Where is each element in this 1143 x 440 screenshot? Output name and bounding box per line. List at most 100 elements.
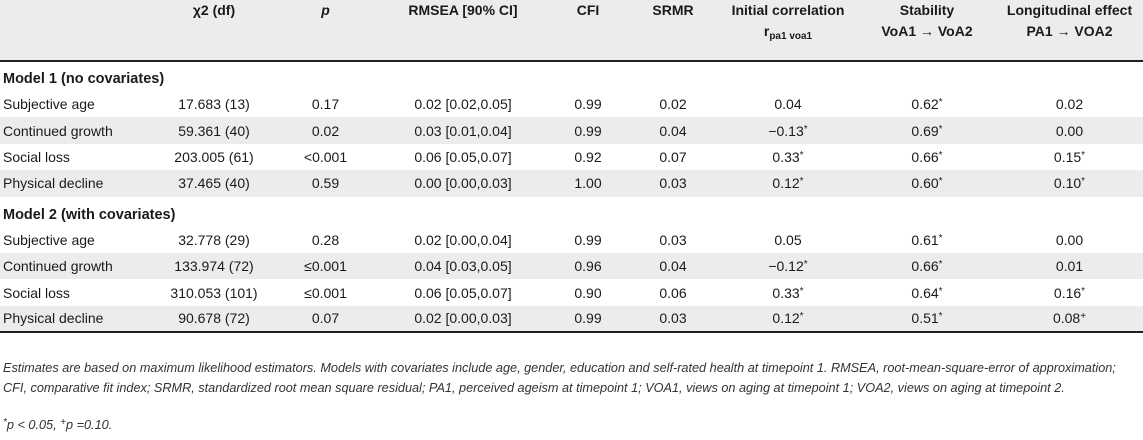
header-stability-line1: Stability — [899, 2, 955, 18]
cell-rmsea: 0.00 [0.00,0.03] — [378, 170, 548, 197]
significance-text-1: p < 0.05, — [6, 418, 61, 432]
significance-mark: * — [938, 285, 943, 297]
value: 0.08 — [1052, 310, 1081, 327]
cell-chi2: 59.361 (40) — [155, 117, 273, 144]
significance-mark: * — [938, 259, 943, 271]
cell-longitudinal-effect: 0.08+ — [996, 305, 1143, 334]
cell-initial-correlation: 0.12* — [718, 305, 858, 334]
significance-legend: *p < 0.05, +p =0.10. — [3, 417, 112, 432]
table-row: Continued growth 133.974 (72) ≤0.001 0.0… — [0, 252, 1143, 280]
cell-srmr: 0.02 — [659, 96, 687, 113]
header-initial-correlation-line2: rpa1 voa1 — [718, 21, 858, 47]
cell-longitudinal-effect: 0.02 — [996, 91, 1143, 117]
cell-p: 0.59 — [273, 170, 378, 197]
value: 0.12 — [772, 175, 800, 192]
cell-initial-correlation: 0.12* — [718, 170, 858, 197]
cell-cfi: 0.90 — [574, 284, 602, 301]
value: 0.69 — [911, 122, 939, 139]
header-stability-line2: VoA1 → VoA2 — [881, 23, 973, 39]
table-row: Social loss 310.053 (101) ≤0.001 0.06 [0… — [0, 279, 1143, 305]
cell-rmsea: 0.02 [0.00,0.03] — [378, 305, 548, 334]
cell-p: 0.17 — [311, 96, 340, 113]
cell-cfi: 0.99 — [548, 117, 628, 144]
cell-initial-correlation: 0.04 — [718, 91, 858, 117]
table-row: Subjective age 17.683 (13) 0.17 0.02 [0.… — [0, 91, 1143, 117]
significance-mark: * — [1081, 176, 1086, 188]
table-row: Subjective age 32.778 (29) 0.28 0.02 [0.… — [0, 227, 1143, 253]
cell-initial-correlation: −0.12* — [718, 252, 858, 280]
cell-chi2: 133.974 (72) — [155, 252, 273, 280]
value: 0.05 — [774, 231, 802, 248]
cell-srmr: 0.03 — [628, 305, 718, 334]
significance-mark: * — [938, 232, 943, 244]
header-stability: Stability VoA1 → VoA2 — [858, 0, 996, 61]
value: 0.33 — [772, 284, 800, 301]
significance-mark: * — [799, 311, 804, 323]
cell-srmr: 0.07 — [659, 148, 687, 165]
header-longitudinal-effect: Longitudinal effect PA1 → VOA2 — [996, 0, 1143, 61]
significance-mark: * — [938, 311, 943, 323]
cell-longitudinal-effect: 0.00 — [996, 117, 1143, 144]
cell-chi2: 17.683 (13) — [178, 96, 250, 113]
table-row: Social loss 203.005 (61) <0.001 0.06 [0.… — [0, 144, 1143, 170]
cell-stability: 0.60* — [858, 170, 996, 197]
row-label: Continued growth — [0, 117, 155, 144]
results-table: χ2 (df) p RMSEA [90% CI] CFI SRMR Initia… — [0, 0, 1143, 334]
cell-stability: 0.51* — [858, 305, 996, 334]
cell-longitudinal-effect: 0.00 — [996, 227, 1143, 253]
value: 0.66 — [911, 148, 939, 165]
significance-mark-2: + — [60, 417, 67, 428]
cell-stability: 0.62* — [858, 91, 996, 117]
header-srmr: SRMR — [652, 2, 694, 18]
header-initial-correlation-r: r — [763, 23, 770, 39]
cell-longitudinal-effect: 0.16* — [996, 279, 1143, 305]
row-label: Subjective age — [3, 96, 95, 113]
value: 0.12 — [772, 310, 800, 327]
row-label: Social loss — [3, 284, 70, 301]
significance-mark: * — [938, 176, 943, 188]
cell-srmr: 0.04 — [628, 117, 718, 144]
cell-chi2: 37.465 (40) — [155, 170, 273, 197]
cell-rmsea: 0.02 [0.02,0.05] — [414, 96, 512, 113]
header-empty — [0, 0, 155, 61]
header-longitudinal-effect-line1: Longitudinal effect — [1006, 2, 1133, 18]
cell-rmsea: 0.03 [0.01,0.04] — [378, 117, 548, 144]
cell-cfi: 0.99 — [548, 305, 628, 334]
significance-text-2: p =0.10. — [66, 418, 113, 432]
row-label: Physical decline — [0, 170, 155, 197]
table-row: Physical decline 37.465 (40) 0.59 0.00 [… — [0, 170, 1143, 197]
cell-rmsea: 0.02 [0.00,0.04] — [414, 231, 512, 248]
section-row: Model 1 (no covariates) — [0, 60, 1143, 91]
cell-p: 0.02 — [273, 117, 378, 144]
cell-stability: 0.66* — [858, 252, 996, 280]
cell-cfi: 0.96 — [548, 252, 628, 280]
value: −0.12 — [768, 258, 804, 275]
cell-stability: 0.69* — [858, 117, 996, 144]
cell-srmr: 0.03 — [659, 231, 687, 248]
table-notes: Estimates are based on maximum likelihoo… — [3, 361, 1116, 395]
value: 0.66 — [911, 258, 939, 275]
section-title: Model 1 (no covariates) — [0, 60, 1143, 91]
row-label: Social loss — [3, 148, 70, 165]
header-row: χ2 (df) p RMSEA [90% CI] CFI SRMR Initia… — [0, 0, 1143, 61]
significance-mark: * — [1081, 149, 1086, 161]
header-p: p — [273, 0, 378, 61]
cell-p: ≤0.001 — [273, 252, 378, 280]
cell-srmr: 0.04 — [628, 252, 718, 280]
section-row: Model 2 (with covariates) — [0, 197, 1143, 227]
cell-p: 0.07 — [273, 305, 378, 334]
cell-stability: 0.64* — [858, 279, 996, 305]
value: 0.16 — [1053, 284, 1082, 301]
significance-mark: * — [799, 176, 804, 188]
header-cfi: CFI — [576, 2, 600, 18]
header-longitudinal-effect-line2: PA1 → VOA2 — [1026, 23, 1113, 39]
cell-longitudinal-effect: 0.10* — [996, 170, 1143, 197]
cell-cfi: 0.99 — [574, 96, 602, 113]
value: 0.00 — [1055, 122, 1084, 139]
header-rmsea: RMSEA [90% CI] — [408, 2, 518, 18]
cell-srmr: 0.03 — [628, 170, 718, 197]
value: 0.33 — [772, 148, 800, 165]
cell-stability: 0.61* — [858, 227, 996, 253]
table-row: Continued growth 59.361 (40) 0.02 0.03 [… — [0, 117, 1143, 144]
